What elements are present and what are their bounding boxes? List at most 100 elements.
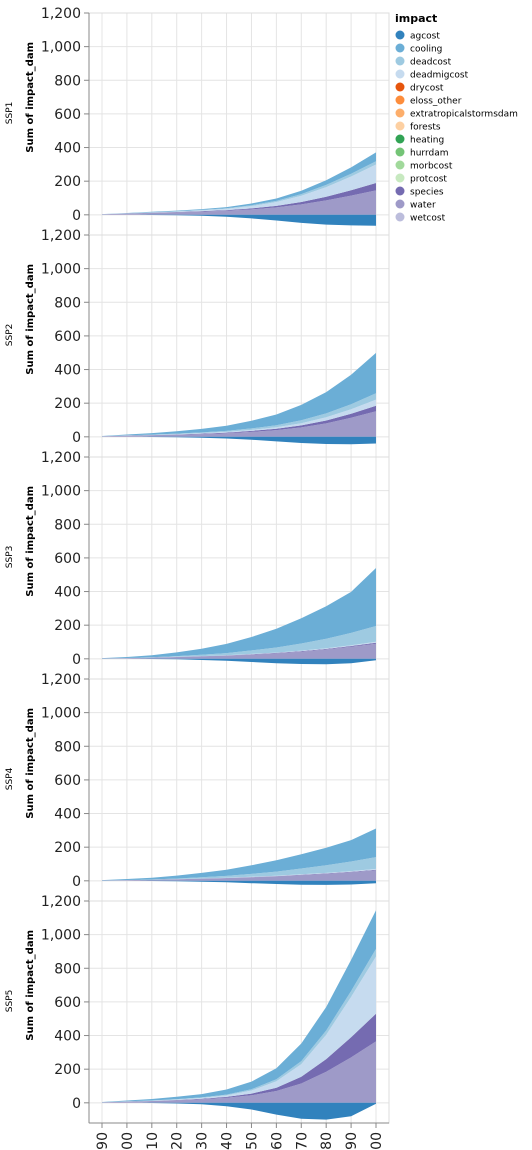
area-ssp3-deadcost	[102, 626, 376, 659]
legend-swatch	[395, 121, 405, 131]
y-tick-label: 600	[54, 773, 81, 789]
legend-item-extratropicalstormsdam: extratropicalstormsdam	[395, 108, 518, 120]
facets: 0 200 400 600 800 1,000 1,200 Sum of impact_dam…	[5, 6, 390, 1124]
legend-swatch	[395, 95, 405, 105]
y-tick-label: 600	[54, 107, 81, 123]
legend-item-wetcost: wetcost	[395, 212, 446, 224]
legend-item-forests: forests	[395, 121, 441, 133]
legend-item-deadmigcost: deadmigcost	[395, 69, 469, 81]
y-tick-label: 800	[54, 73, 81, 89]
facet-ssp5: 0 200 400 600 800 1,000 1,200 Sum of impact_dam…	[5, 894, 390, 1124]
y-tick-label: 400	[54, 807, 81, 823]
legend-item-eloss_other: eloss_other	[395, 95, 462, 107]
x-tick-label: 2050	[244, 1132, 260, 1150]
legend-item-hurrdam: hurrdam	[395, 147, 449, 159]
y-tick-label: 1,200	[41, 894, 81, 910]
area-ssp2-water	[102, 411, 376, 437]
y-tick-label: 600	[54, 329, 81, 345]
y-axis-title: Sum of impact_dam	[25, 708, 36, 819]
y-tick-label: 400	[54, 141, 81, 157]
area-ssp5-species	[102, 1013, 376, 1103]
legend: impact agcost cooling deadcost deadmigcost d…	[395, 12, 518, 224]
y-tick-label: 1,200	[41, 6, 81, 22]
legend-label: deadcost	[410, 58, 452, 68]
facet-label: SSP3	[5, 546, 15, 569]
legend-label: water	[410, 201, 436, 211]
area-ssp1-water	[102, 190, 376, 215]
x-tick-label: 2000	[120, 1132, 136, 1150]
facet-ssp2: 0 200 400 600 800 1,000 1,200 Sum of impact_dam…	[5, 228, 390, 458]
legend-item-water: water	[395, 199, 436, 211]
legend-label: hurrdam	[410, 149, 449, 159]
area-ssp3-water	[102, 643, 376, 659]
y-tick-label: 0	[72, 874, 81, 890]
legend-swatch	[395, 82, 405, 92]
y-tick-label: 200	[54, 618, 81, 634]
legend-swatch	[395, 199, 405, 209]
y-tick-label: 800	[54, 739, 81, 755]
x-tick-label: 2070	[294, 1132, 310, 1150]
x-tick-label: 1990	[95, 1132, 111, 1150]
y-tick-label: 1,000	[41, 484, 81, 500]
legend-item-species: species	[395, 186, 444, 198]
legend-item-agcost: agcost	[395, 30, 440, 42]
y-tick-label: 800	[54, 961, 81, 977]
legend-title: impact	[395, 12, 437, 25]
x-tick-label: 2030	[195, 1132, 211, 1150]
area-ssp4-agcost	[102, 879, 376, 885]
x-tick-label: 2020	[170, 1132, 186, 1150]
y-tick-label: 0	[72, 652, 81, 668]
area-ssp4-water	[102, 870, 376, 881]
x-tick-label: 2060	[269, 1132, 285, 1150]
facet-label: SSP2	[5, 324, 15, 347]
y-axis-title: Sum of impact_dam	[25, 930, 36, 1041]
legend-label: eloss_other	[410, 97, 462, 107]
y-tick-label: 1,200	[41, 672, 81, 688]
legend-swatch	[395, 212, 405, 222]
y-tick-label: 1,000	[41, 706, 81, 722]
x-tick-label: 2010	[145, 1132, 161, 1150]
area-ssp4-deadcost	[102, 857, 376, 881]
y-tick-label: 1,000	[41, 40, 81, 56]
area-ssp2-cooling	[102, 352, 376, 437]
legend-swatch	[395, 43, 405, 53]
y-axis-title: Sum of impact_dam	[25, 264, 36, 375]
y-tick-label: 200	[54, 396, 81, 412]
area-ssp1-deadcost	[102, 161, 376, 215]
facet-ssp3: 0 200 400 600 800 1,000 1,200 Sum of impact_dam…	[5, 450, 390, 680]
legend-swatch	[395, 56, 405, 66]
legend-label: wetcost	[410, 214, 446, 224]
legend-swatch	[395, 134, 405, 144]
area-ssp1-deadmigcost	[102, 164, 376, 215]
legend-label: deadmigcost	[410, 71, 469, 81]
y-tick-label: 600	[54, 995, 81, 1011]
legend-swatch	[395, 186, 405, 196]
legend-label: morbcost	[410, 162, 453, 172]
legend-item-heating: heating	[395, 134, 444, 146]
x-axis: 1990 2000 2010 2020 2030 2040 2050 2060 2070 2080…	[89, 1122, 389, 1150]
area-ssp2-agcost	[102, 434, 376, 445]
y-tick-label: 800	[54, 295, 81, 311]
legend-item-drycost: drycost	[395, 82, 444, 94]
x-tick-label: 2090	[344, 1132, 360, 1150]
legend-swatch	[395, 108, 405, 118]
facet-ssp1: 0 200 400 600 800 1,000 1,200 Sum of impact_dam…	[5, 6, 390, 236]
area-ssp3-agcost	[102, 657, 376, 665]
facet-ssp4: 0 200 400 600 800 1,000 1,200 Sum of impact_dam…	[5, 672, 390, 902]
y-tick-label: 200	[54, 840, 81, 856]
y-tick-label: 600	[54, 551, 81, 567]
legend-label: extratropicalstormsdam	[410, 110, 518, 120]
x-tick-label: 2080	[319, 1132, 335, 1150]
y-tick-label: 800	[54, 517, 81, 533]
y-tick-label: 400	[54, 1029, 81, 1045]
area-ssp1-agcost	[102, 213, 376, 226]
y-tick-label: 200	[54, 174, 81, 190]
y-tick-label: 1,000	[41, 928, 81, 944]
y-axis-title: Sum of impact_dam	[25, 42, 36, 153]
y-tick-label: 0	[72, 208, 81, 224]
y-axis-title: Sum of impact_dam	[25, 486, 36, 597]
area-ssp1-cooling	[102, 152, 376, 215]
area-ssp4-cooling	[102, 828, 376, 881]
x-tick-label: 2100	[369, 1132, 385, 1150]
